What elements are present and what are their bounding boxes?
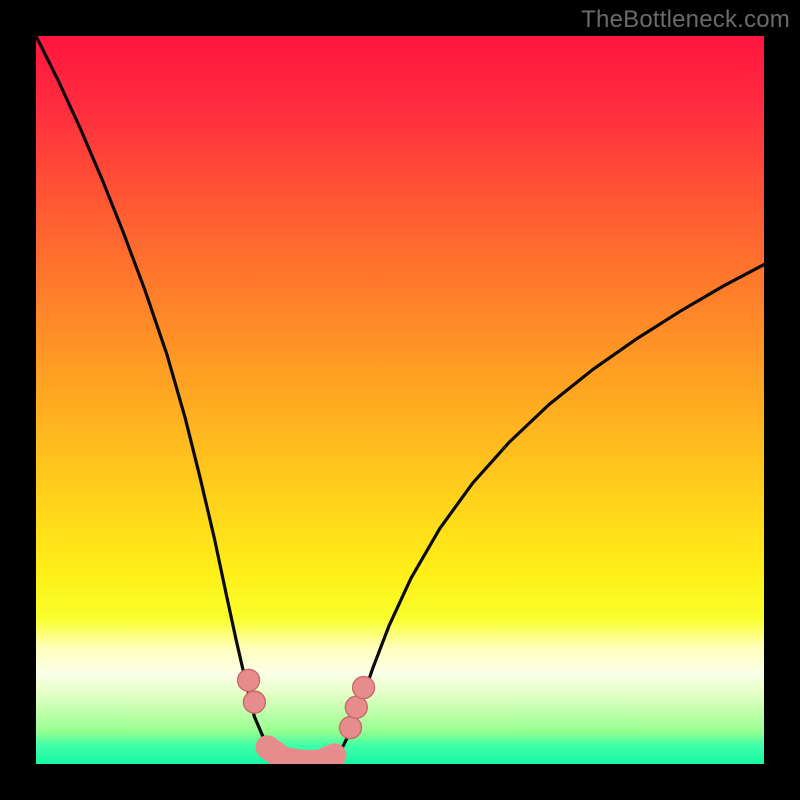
plot-area [36,36,764,764]
watermark-text: TheBottleneck.com [581,6,790,34]
chart-gradient-background [36,36,764,764]
